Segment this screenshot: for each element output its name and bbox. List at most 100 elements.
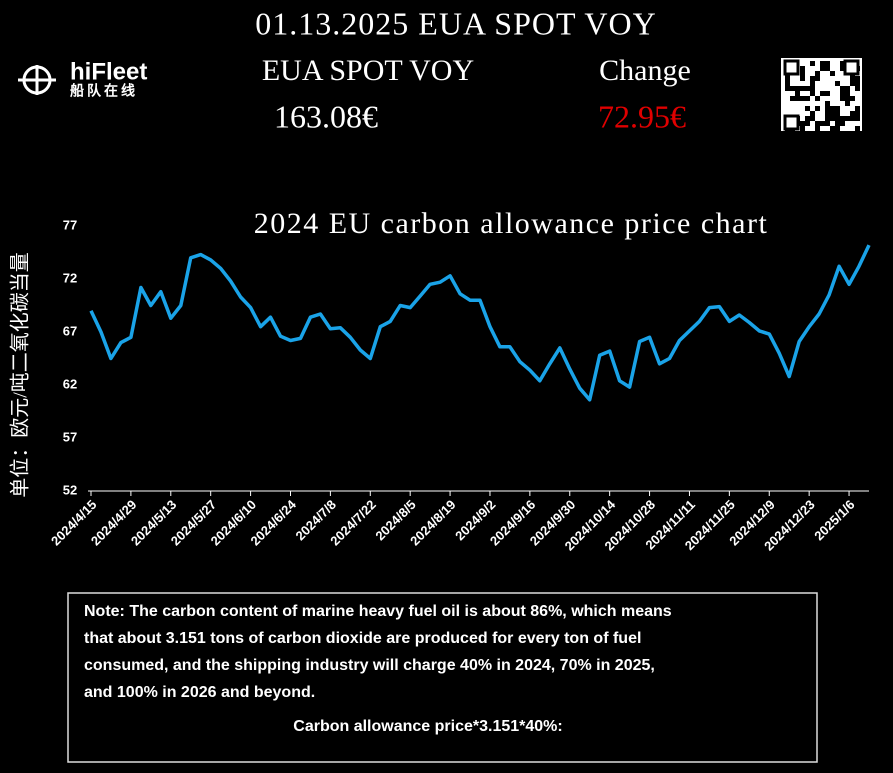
qr-cell bbox=[825, 116, 830, 121]
qr-cell bbox=[840, 116, 845, 121]
qr-cell bbox=[820, 61, 825, 66]
note-line: that about 3.151 tons of carbon dioxide … bbox=[84, 630, 641, 647]
y-tick-label: 67 bbox=[63, 323, 77, 338]
note-box bbox=[67, 592, 818, 763]
qr-cell bbox=[815, 76, 820, 81]
note-line: Note: The carbon content of marine heavy… bbox=[84, 603, 672, 620]
logo bbox=[18, 65, 56, 95]
brand: hiFleet bbox=[70, 58, 147, 85]
qr-cell bbox=[835, 106, 840, 111]
qr-cell bbox=[835, 126, 840, 131]
qr-cell bbox=[815, 71, 820, 76]
qr-cell bbox=[810, 76, 815, 81]
qr-cell bbox=[855, 76, 860, 81]
qr-code bbox=[781, 58, 862, 131]
qr-cell bbox=[825, 106, 830, 111]
qr-cell bbox=[785, 86, 790, 91]
qr-cell bbox=[800, 71, 805, 76]
qr-cell bbox=[790, 96, 795, 101]
qr-cell bbox=[800, 126, 805, 131]
qr-cell bbox=[805, 106, 810, 111]
qr-cell bbox=[840, 96, 845, 101]
qr-cell bbox=[850, 76, 855, 81]
qr-cell bbox=[820, 66, 825, 71]
qr-cell bbox=[805, 116, 810, 121]
chart-title: 2024 EU carbon allowance price chart bbox=[254, 207, 769, 240]
brand-sub: 船队在线 bbox=[70, 83, 138, 99]
y-tick-label: 77 bbox=[63, 217, 77, 232]
qr-cell bbox=[840, 121, 845, 126]
qr-cell bbox=[830, 111, 835, 116]
qr-cell bbox=[815, 121, 820, 126]
qr-cell bbox=[855, 81, 860, 86]
qr-cell bbox=[800, 86, 805, 91]
y-tick-label: 57 bbox=[63, 429, 77, 444]
qr-cell bbox=[825, 91, 830, 96]
qr-cell bbox=[855, 86, 860, 91]
qr-cell bbox=[840, 66, 845, 71]
label-right: Change bbox=[599, 54, 691, 87]
qr-cell bbox=[850, 81, 855, 86]
qr-cell bbox=[840, 86, 845, 91]
label-left: EUA SPOT VOY bbox=[262, 54, 474, 87]
qr-cell bbox=[810, 91, 815, 96]
qr-cell bbox=[845, 101, 850, 106]
qr-cell bbox=[810, 111, 815, 116]
y-axis-label: 单位：欧元/吨二氧化碳当量 bbox=[9, 252, 32, 498]
qr-cell bbox=[830, 116, 835, 121]
qr-cell bbox=[855, 116, 860, 121]
qr-finder bbox=[783, 59, 800, 76]
y-tick-label: 72 bbox=[63, 270, 77, 285]
qr-cell bbox=[790, 86, 795, 91]
qr-cell bbox=[840, 91, 845, 96]
qr-cell bbox=[830, 71, 835, 76]
qr-cell bbox=[845, 96, 850, 101]
price: 163.08€ bbox=[274, 98, 378, 134]
note-line: and 100% in 2026 and beyond. bbox=[84, 684, 315, 701]
qr-cell bbox=[855, 111, 860, 116]
qr-cell bbox=[850, 116, 855, 121]
qr-cell bbox=[810, 61, 815, 66]
qr-cell bbox=[785, 81, 790, 86]
qr-cell bbox=[830, 106, 835, 111]
qr-cell bbox=[805, 121, 810, 126]
note-formula: Carbon allowance price*3.151*40%: bbox=[293, 718, 562, 735]
y-tick-label: 52 bbox=[63, 482, 77, 497]
qr-cell bbox=[825, 101, 830, 106]
qr-cell bbox=[845, 86, 850, 91]
qr-cell bbox=[820, 91, 825, 96]
qr-cell bbox=[855, 126, 860, 131]
qr-cell bbox=[825, 121, 830, 126]
qr-cell bbox=[835, 116, 840, 121]
qr-cell bbox=[810, 81, 815, 86]
qr-cell bbox=[810, 116, 815, 121]
note: Note: The carbon content of marine heavy… bbox=[84, 603, 672, 735]
qr-cell bbox=[795, 91, 800, 96]
qr-cell bbox=[855, 106, 860, 111]
qr-cell bbox=[800, 121, 805, 126]
headline: 01.13.2025 EUA SPOT VOY bbox=[255, 5, 656, 41]
qr-cell bbox=[815, 106, 820, 111]
qr-cell bbox=[820, 121, 825, 126]
qr-cell bbox=[810, 86, 815, 91]
qr-cell bbox=[835, 121, 840, 126]
qr-cell bbox=[815, 126, 820, 131]
qr-finder bbox=[783, 114, 800, 131]
qr-cell bbox=[835, 111, 840, 116]
qr-cell bbox=[805, 86, 810, 91]
price-line bbox=[89, 244, 871, 402]
qr-cell bbox=[785, 76, 790, 81]
qr-cell bbox=[800, 66, 805, 71]
qr-cell bbox=[825, 66, 830, 71]
qr-cell bbox=[815, 96, 820, 101]
qr-cell bbox=[800, 76, 805, 81]
qr-cell bbox=[845, 91, 850, 96]
qr-cell bbox=[850, 96, 855, 101]
qr-cell bbox=[825, 61, 830, 66]
qr-finder bbox=[843, 59, 860, 76]
y-tick-label: 62 bbox=[63, 376, 77, 391]
qr-cell bbox=[800, 96, 805, 101]
